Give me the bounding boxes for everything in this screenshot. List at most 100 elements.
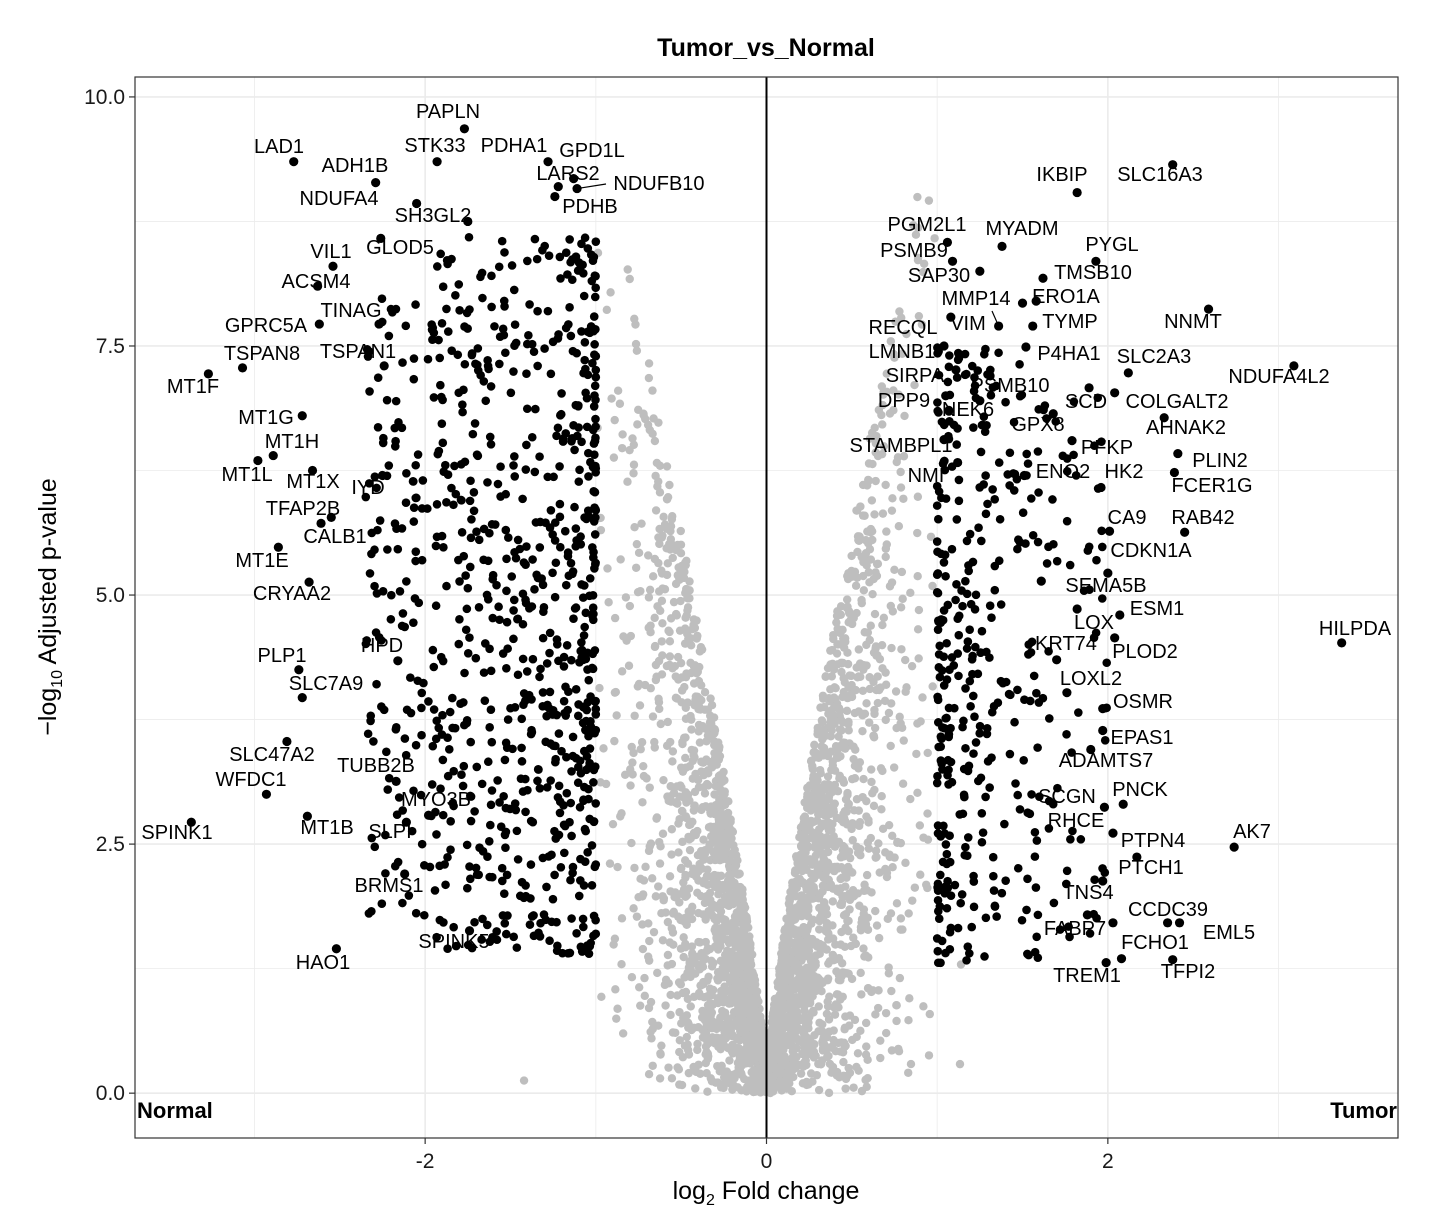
significant-point	[443, 852, 452, 862]
gene-label: PFKP	[1081, 437, 1133, 459]
significant-point	[1076, 835, 1086, 844]
nonsignificant-point	[889, 349, 898, 359]
nonsignificant-point	[725, 876, 734, 885]
significant-point	[562, 641, 572, 650]
nonsignificant-point	[803, 1022, 813, 1031]
significant-point	[495, 798, 504, 807]
nonsignificant-point	[691, 692, 701, 701]
nonsignificant-point	[797, 987, 806, 996]
labeled-gene-point	[432, 157, 442, 167]
nonsignificant-point	[693, 1045, 702, 1055]
significant-point	[1044, 796, 1054, 806]
nonsignificant-point	[676, 540, 686, 549]
significant-point	[565, 303, 574, 312]
nonsignificant-point	[814, 1059, 823, 1069]
nonsignificant-point	[609, 940, 618, 949]
significant-point	[500, 302, 509, 311]
significant-point	[483, 556, 493, 566]
significant-point	[370, 545, 379, 555]
nonsignificant-point	[628, 434, 637, 443]
significant-point	[555, 252, 565, 262]
nonsignificant-point	[704, 781, 713, 790]
significant-point	[1000, 819, 1009, 829]
nonsignificant-point	[854, 806, 864, 815]
nonsignificant-point	[618, 1029, 628, 1038]
nonsignificant-point	[599, 744, 608, 753]
nonsignificant-point	[906, 1059, 916, 1069]
significant-point	[550, 826, 559, 836]
gene-label: RAB42	[1171, 507, 1234, 529]
significant-point	[363, 352, 373, 361]
nonsignificant-point	[803, 843, 812, 853]
significant-point	[512, 826, 522, 836]
nonsignificant-point	[684, 1068, 694, 1078]
significant-point	[976, 447, 986, 457]
nonsignificant-point	[651, 675, 661, 685]
significant-point	[446, 845, 455, 855]
nonsignificant-point	[694, 908, 703, 918]
nonsignificant-point	[695, 991, 705, 1001]
significant-point	[509, 285, 519, 295]
significant-point	[522, 440, 531, 450]
nonsignificant-point	[663, 917, 673, 927]
nonsignificant-point	[750, 1015, 760, 1024]
significant-point	[394, 793, 404, 802]
gene-label: MT1H	[265, 431, 319, 453]
significant-point	[1068, 826, 1077, 836]
significant-point	[581, 725, 590, 735]
nonsignificant-point	[881, 544, 891, 553]
significant-point	[509, 634, 518, 644]
significant-point	[590, 530, 600, 539]
nonsignificant-point	[836, 716, 845, 725]
significant-point	[398, 898, 407, 908]
gene-label: AK7	[1233, 821, 1271, 843]
significant-point	[1085, 929, 1095, 938]
significant-point	[1023, 808, 1032, 817]
significant-point	[465, 862, 474, 871]
gene-label: CDKN1A	[1110, 540, 1192, 562]
nonsignificant-point	[879, 613, 889, 623]
nonsignificant-point	[834, 971, 844, 980]
nonsignificant-point	[859, 774, 868, 784]
nonsignificant-point	[617, 667, 627, 676]
nonsignificant-point	[668, 553, 677, 563]
nonsignificant-point	[926, 532, 936, 541]
nonsignificant-point	[693, 775, 703, 785]
significant-point	[589, 911, 599, 921]
nonsignificant-point	[892, 723, 901, 733]
significant-point	[935, 672, 945, 682]
labeled-gene-point	[1116, 954, 1127, 964]
nonsignificant-point	[681, 560, 690, 570]
nonsignificant-point	[706, 807, 716, 816]
significant-point	[431, 734, 441, 744]
nonsignificant-point	[848, 1035, 857, 1045]
significant-point	[589, 312, 599, 321]
nonsignificant-point	[854, 1066, 863, 1075]
labeled-gene-point	[953, 457, 963, 468]
nonsignificant-point	[623, 265, 632, 274]
labeled-gene-point	[464, 926, 475, 936]
nonsignificant-point	[737, 1011, 746, 1021]
significant-point	[473, 344, 483, 353]
nonsignificant-point	[686, 1002, 695, 1011]
significant-point	[990, 902, 1000, 911]
significant-point	[366, 711, 376, 721]
labeled-gene-point	[946, 312, 956, 322]
significant-point	[506, 703, 515, 713]
significant-point	[534, 765, 543, 774]
significant-point	[492, 927, 501, 936]
significant-point	[575, 802, 585, 812]
significant-point	[485, 432, 495, 442]
nonsignificant-point	[791, 1026, 801, 1036]
labeled-gene-point	[1017, 298, 1028, 308]
significant-point	[545, 936, 554, 946]
significant-point	[460, 668, 469, 678]
significant-point	[945, 857, 955, 867]
significant-point	[1029, 671, 1039, 681]
nonsignificant-point	[630, 863, 639, 873]
nonsignificant-point	[708, 1017, 717, 1026]
nonsignificant-point	[791, 866, 800, 875]
significant-point	[934, 408, 943, 417]
nonsignificant-point	[913, 572, 922, 581]
